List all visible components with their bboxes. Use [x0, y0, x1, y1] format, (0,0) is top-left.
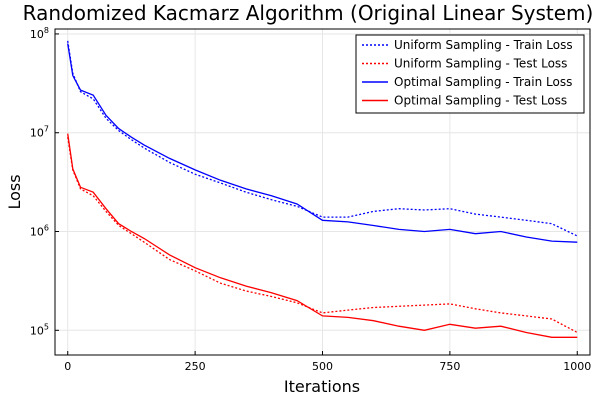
legend-entry: Optimal Sampling - Train Loss — [394, 75, 572, 89]
y-tick-label: 108 — [30, 26, 49, 41]
y-tick-label: 105 — [30, 322, 49, 337]
y-tick-label: 106 — [30, 224, 49, 239]
y-tick-label: 107 — [30, 125, 49, 140]
series-line-1 — [67, 40, 578, 237]
chart-title: Randomized Kacmarz Algorithm (Original L… — [23, 1, 594, 25]
legend-entry: Uniform Sampling - Train Loss — [394, 38, 573, 52]
legend: Uniform Sampling - Train Loss Uniform Sam… — [355, 34, 585, 114]
series-line-4 — [67, 133, 578, 338]
grid — [55, 29, 590, 355]
legend-entry: Uniform Sampling - Test Loss — [394, 57, 567, 71]
x-tick-label: 1000 — [563, 360, 591, 373]
y-axis-label: Loss — [5, 174, 24, 209]
series-line-3 — [67, 43, 578, 243]
x-axis-label: Iterations — [284, 377, 360, 396]
ticks: 0 250 500 750 1000 105 106 107 108 — [30, 26, 591, 373]
x-tick-label: 0 — [64, 360, 71, 373]
x-tick-label: 250 — [185, 360, 206, 373]
legend-entry: Optimal Sampling - Test Loss — [394, 94, 567, 108]
legend-box — [355, 34, 585, 114]
x-tick-label: 750 — [439, 360, 460, 373]
series-line-2 — [67, 137, 578, 334]
x-tick-label: 500 — [312, 360, 333, 373]
series-layer — [67, 40, 578, 338]
